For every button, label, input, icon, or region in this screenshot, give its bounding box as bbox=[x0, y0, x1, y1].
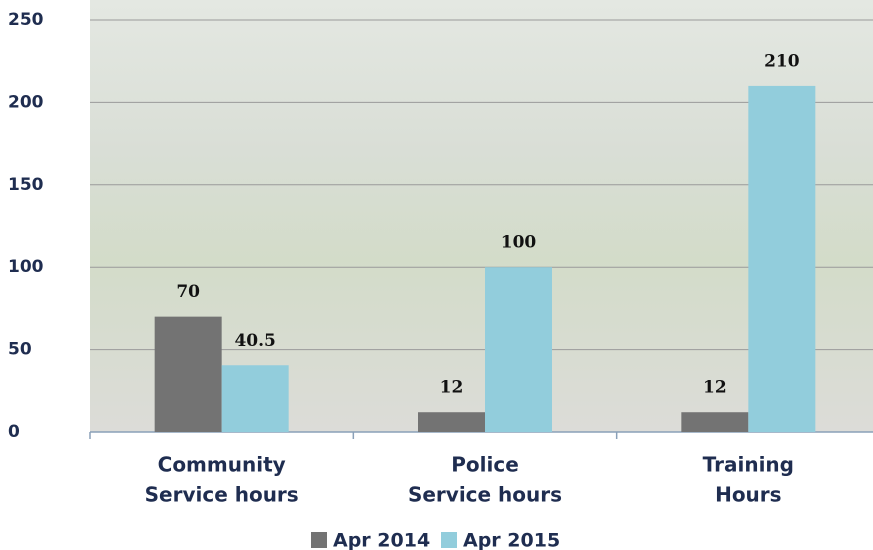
bar bbox=[221, 365, 289, 432]
legend-swatch bbox=[311, 532, 327, 548]
legend-swatch bbox=[441, 532, 457, 548]
value-label: 210 bbox=[764, 51, 800, 71]
x-tick-label: Community bbox=[158, 453, 286, 477]
x-tick-label: Training bbox=[703, 453, 794, 477]
y-tick-label: 0 bbox=[8, 422, 20, 442]
bar bbox=[748, 85, 816, 433]
value-label: 12 bbox=[440, 378, 464, 398]
y-tick-label: 200 bbox=[8, 92, 44, 112]
x-tick-label: Police bbox=[451, 453, 519, 477]
y-tick-label: 150 bbox=[8, 175, 44, 195]
bar bbox=[485, 267, 552, 432]
y-tick-label: 100 bbox=[8, 257, 44, 277]
y-tick-label: 50 bbox=[8, 340, 32, 360]
y-tick-label: 250 bbox=[8, 10, 44, 30]
legend-label: Apr 2014 bbox=[333, 530, 430, 550]
value-label: 40.5 bbox=[234, 331, 275, 351]
x-tick-label: Service hours bbox=[408, 483, 562, 507]
bar bbox=[681, 412, 749, 432]
x-tick-label: Service hours bbox=[145, 483, 299, 507]
legend-label: Apr 2015 bbox=[463, 530, 560, 550]
value-label: 100 bbox=[501, 233, 537, 253]
bar bbox=[418, 412, 485, 432]
value-label: 70 bbox=[176, 282, 200, 302]
bar bbox=[154, 316, 222, 432]
x-tick-label: Hours bbox=[715, 483, 781, 507]
value-label: 12 bbox=[703, 378, 727, 398]
